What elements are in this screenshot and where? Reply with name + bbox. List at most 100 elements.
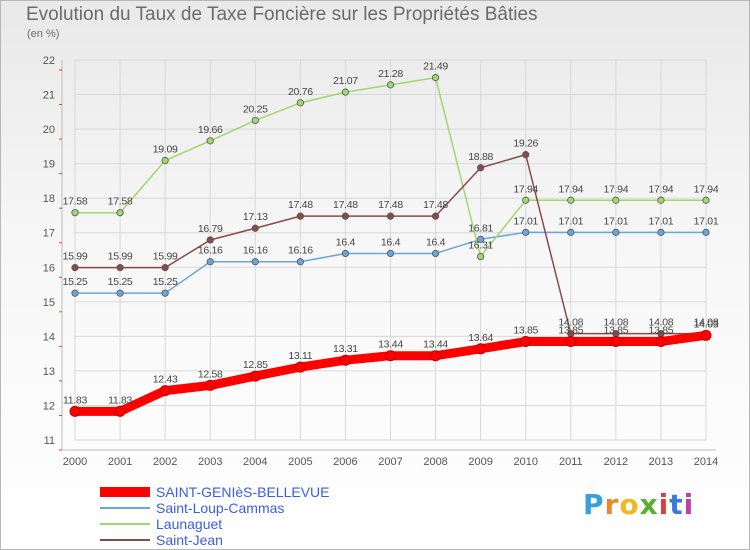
data-point: [612, 228, 620, 236]
data-point: [522, 151, 530, 159]
legend-label: SAINT-GENIèS-BELLEVUE: [156, 484, 330, 500]
data-point: [116, 264, 124, 272]
data-point: [251, 116, 259, 125]
data-label: 16.4: [336, 236, 356, 248]
data-label: 12.43: [153, 374, 178, 386]
data-label: 16.16: [288, 245, 313, 257]
data-point: [430, 350, 442, 362]
data-label: 11.83: [63, 394, 87, 406]
data-point: [296, 258, 304, 266]
data-point: [477, 164, 485, 172]
x-tick-label: 2000: [63, 456, 87, 468]
data-point: [565, 336, 577, 348]
x-tick-label: 2012: [604, 456, 628, 468]
data-label: 17.48: [378, 199, 403, 211]
chart-title: Evolution du Taux de Taxe Foncière sur l…: [26, 4, 538, 25]
data-label: 19.26: [513, 138, 538, 150]
data-point: [251, 258, 259, 266]
data-point: [249, 370, 261, 382]
data-point: [116, 289, 124, 297]
y-tick-label: 12: [43, 400, 55, 412]
data-point: [341, 88, 350, 96]
x-tick-label: 2013: [649, 456, 673, 468]
data-label: 16.81: [468, 222, 493, 234]
data-point: [475, 343, 487, 355]
data-label: 12.85: [243, 359, 268, 371]
data-label: 13.44: [423, 339, 448, 351]
data-point: [567, 228, 575, 236]
data-point: [294, 361, 306, 373]
y-axis-unit: (en %): [27, 28, 60, 40]
y-tick-label: 16: [43, 262, 55, 274]
y-tick-label: 22: [43, 55, 55, 67]
data-point: [431, 74, 440, 82]
data-label: 15.25: [153, 276, 178, 288]
data-label: 13.85: [603, 325, 628, 337]
data-label: 17.01: [603, 215, 628, 227]
data-label: 13.85: [558, 325, 583, 337]
data-point: [657, 196, 665, 204]
legend-label: Launaguet: [156, 516, 223, 532]
legend-item: Launaguet: [100, 516, 330, 532]
data-label: 16.31: [468, 240, 493, 252]
y-tick-label: 11: [44, 435, 55, 447]
data-label: 17.01: [694, 215, 719, 227]
data-point: [339, 354, 351, 366]
data-point: [71, 289, 79, 297]
data-label: 17.48: [333, 199, 358, 211]
data-label: 17.94: [558, 183, 583, 195]
data-point: [206, 236, 214, 244]
data-point: [612, 196, 620, 204]
data-label: 16.16: [243, 245, 268, 257]
data-label: 14.08: [603, 317, 628, 329]
data-label: 14.03: [694, 318, 719, 330]
legend-item: Saint-Loup-Cammas: [100, 500, 330, 516]
y-tick-label: 14: [43, 331, 55, 343]
y-tick-label: 19: [43, 159, 55, 171]
data-point: [159, 385, 171, 397]
y-tick-label: 15: [43, 297, 55, 309]
data-point: [161, 264, 169, 272]
legend-swatch: [100, 487, 150, 497]
data-point: [520, 336, 532, 348]
legend-item: SAINT-GENIèS-BELLEVUE: [100, 484, 330, 500]
proxiti-logo: Proxiti: [583, 488, 695, 521]
data-label: 17.01: [649, 215, 674, 227]
data-point: [567, 196, 575, 204]
data-point: [296, 212, 304, 220]
data-label: 17.48: [288, 199, 313, 211]
series-2: [71, 74, 710, 261]
series-0: [69, 329, 712, 417]
data-point: [161, 289, 169, 297]
data-point: [341, 249, 350, 258]
data-point: [341, 212, 350, 220]
y-tick-label: 18: [43, 193, 55, 205]
data-label: 14.08: [649, 317, 674, 329]
data-point: [431, 249, 440, 258]
data-point: [385, 350, 396, 362]
y-tick-label: 20: [43, 124, 55, 136]
data-label: 14.08: [694, 317, 719, 329]
data-point: [477, 235, 485, 243]
data-label: 18.88: [468, 151, 493, 163]
x-tick-label: 2001: [108, 456, 132, 468]
data-label: 20.25: [243, 103, 268, 115]
data-label: 16.4: [426, 236, 446, 248]
y-tick-label: 13: [43, 366, 55, 378]
x-tick-label: 2011: [559, 456, 583, 468]
data-point: [522, 196, 530, 204]
data-label: 17.94: [649, 183, 674, 195]
legend: SAINT-GENIèS-BELLEVUE Saint-Loup-Cammas La…: [100, 484, 330, 548]
data-point: [522, 228, 530, 236]
data-label: 13.85: [649, 325, 674, 337]
x-tick-label: 2006: [333, 456, 357, 468]
data-point: [702, 196, 710, 204]
data-label: 21.49: [423, 61, 448, 73]
data-label: 19.66: [198, 124, 223, 136]
data-label: 13.64: [468, 332, 493, 344]
legend-item: Saint-Jean: [100, 532, 330, 548]
x-tick-label: 2007: [378, 456, 402, 468]
x-tick-label: 2009: [468, 456, 492, 468]
